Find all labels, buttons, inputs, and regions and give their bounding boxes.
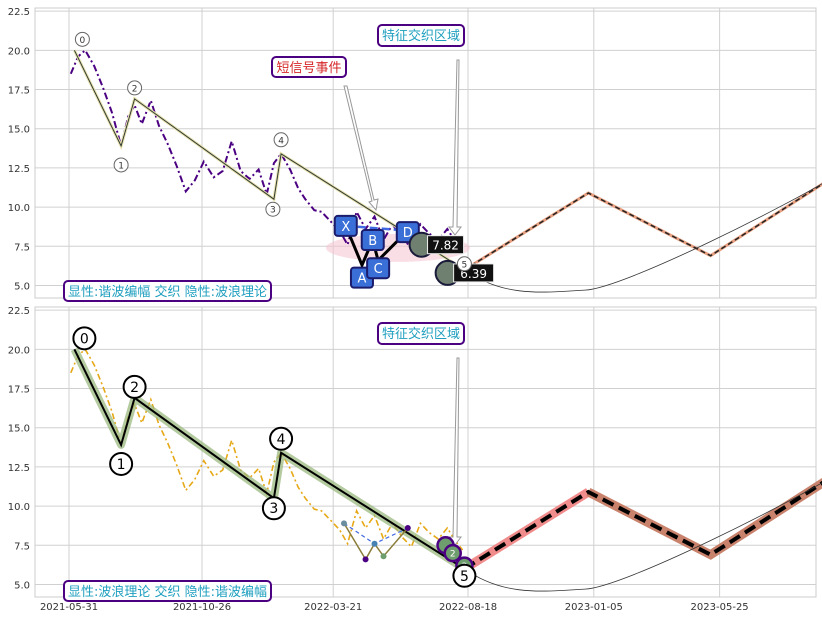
- x-tick-label: 2022-03-21: [304, 602, 362, 613]
- wave-label-circle: [269, 426, 294, 451]
- y-tick-label: 20.0: [8, 46, 30, 57]
- wave-label-text: 2: [132, 84, 138, 94]
- harmonic-small-dot: [362, 556, 369, 563]
- wave-label-circle: [265, 201, 281, 217]
- wave-label-text: 3: [270, 206, 276, 216]
- y-tick-label: 5.0: [14, 580, 30, 591]
- harmonic-small-dot: [380, 553, 387, 560]
- bottom-legend-box: 显性:波浪理论 交织 隐性:谐波编幅: [63, 580, 272, 602]
- wave-label-circle: [109, 451, 134, 476]
- projection-line: [463, 480, 822, 571]
- top-signal-annotation: 短信号事件: [271, 56, 347, 78]
- value-tag-label: 7.82: [432, 239, 459, 253]
- wave-label-text: 5: [460, 569, 469, 585]
- y-tick-label: 22.5: [8, 7, 30, 18]
- wave-label-text: 4: [278, 136, 284, 146]
- wave-label-circle: [273, 132, 289, 148]
- feature-zone-arrow: [448, 357, 462, 546]
- wave-label-text: 2: [130, 380, 139, 396]
- harmonic-point-label: A: [358, 272, 367, 287]
- harmonic-point-label: C: [374, 262, 383, 277]
- projection-arc: [464, 482, 822, 592]
- harmonic-small-dot: [371, 540, 378, 547]
- projection-arc: [464, 183, 822, 293]
- projection-line: [464, 183, 822, 271]
- bottom-panel: 5.0 7.5 10.0 12.5 15.0 17.5 20.0 22.5 2021-05-3…: [8, 306, 822, 613]
- wave-label-circle: [72, 326, 97, 351]
- y-tick-label: 12.5: [8, 463, 30, 474]
- wave-label-circle: [74, 31, 90, 47]
- wave-label-circle: [127, 80, 143, 96]
- top-legend-text: 显性:谐波编幅 交织 隐性:波浪理论: [68, 284, 267, 300]
- y-tick-label: 12.5: [8, 164, 30, 175]
- feature-zone-label-bottom: 特征交织区域: [382, 326, 460, 342]
- top-panel: 5.0 7.5 10.0 12.5 15.0 17.5 20.0 22.5 X A BC D 7.82…: [8, 7, 822, 302]
- wave-label-text: 0: [80, 36, 86, 46]
- top-legend-box: 显性:谐波编幅 交织 隐性:波浪理论: [63, 280, 272, 302]
- x-tick-label: 2021-10-26: [173, 602, 231, 613]
- y-tick-label: 17.5: [8, 86, 30, 97]
- wave-label-text: 4: [277, 432, 286, 448]
- wave-label-text: 3: [269, 501, 278, 517]
- harmonic-point-box: [360, 229, 385, 251]
- x-tick-label: 2023-01-05: [565, 602, 623, 613]
- x-tick-label: 2022-08-18: [439, 602, 497, 613]
- harmonic-point-box: [366, 257, 391, 280]
- harmonic-small-dot: [404, 525, 411, 532]
- y-tick-label: 10.0: [8, 502, 30, 513]
- harmonic-small-dot: [340, 520, 347, 527]
- y-tick-label: 15.0: [8, 125, 30, 136]
- bottom-x-ticks: 2021-05-31 2021-10-26 2022-03-21 2022-08-18…: [40, 602, 749, 613]
- harmonic-point-label: B: [368, 234, 377, 249]
- wave-label-text: 0: [80, 331, 89, 347]
- harmonic-marker-label: 2: [450, 550, 456, 560]
- y-tick-label: 22.5: [8, 306, 30, 317]
- harmonic-point-label: D: [403, 226, 413, 241]
- harmonic-point-label: X: [341, 220, 350, 235]
- y-tick-label: 17.5: [8, 385, 30, 396]
- signal-event-label: 短信号事件: [276, 61, 341, 76]
- wave-zigzag-line: [73, 50, 465, 271]
- y-tick-label: 7.5: [14, 541, 30, 552]
- value-tag-box: [427, 235, 465, 255]
- top-y-ticks: 5.0 7.5 10.0 12.5 15.0 17.5 20.0 22.5: [8, 7, 30, 292]
- y-tick-label: 20.0: [8, 345, 30, 356]
- wave-label-text: 1: [117, 457, 126, 473]
- bottom-legend-text: 显性:波浪理论 交织 隐性:谐波编幅: [68, 584, 267, 600]
- y-tick-label: 5.0: [14, 281, 30, 292]
- y-tick-label: 10.0: [8, 203, 30, 214]
- feature-zone-label-top: 特征交织区域: [382, 28, 460, 44]
- harmonic-marker-circle: [443, 543, 462, 563]
- bottom-y-ticks: 5.0 7.5 10.0 12.5 15.0 17.5 20.0 22.5: [8, 306, 30, 591]
- x-tick-label: 2021-05-31: [40, 602, 98, 613]
- wave-zigzag-line: [73, 348, 465, 570]
- y-tick-label: 15.0: [8, 424, 30, 435]
- wave-label-text: 5: [462, 260, 468, 270]
- wave-label-circle: [452, 563, 477, 588]
- wave-label-circle: [122, 374, 147, 399]
- wave-label-circle: [261, 496, 286, 521]
- signal-event-arrow: [343, 85, 379, 212]
- bottom-marks: 23012345: [70, 326, 822, 592]
- wave-label-circle: [456, 256, 472, 272]
- harmonic-point-box: [333, 214, 358, 237]
- top-feature-annotation: 特征交织区域: [377, 24, 465, 47]
- wave-label-text: 1: [118, 161, 124, 171]
- bottom-feature-annotation: 特征交织区域: [377, 322, 465, 345]
- feature-zone-arrow: [448, 59, 462, 236]
- wave-label-circle: [113, 157, 129, 173]
- x-tick-label: 2023-05-25: [691, 602, 749, 613]
- y-tick-label: 7.5: [14, 242, 30, 253]
